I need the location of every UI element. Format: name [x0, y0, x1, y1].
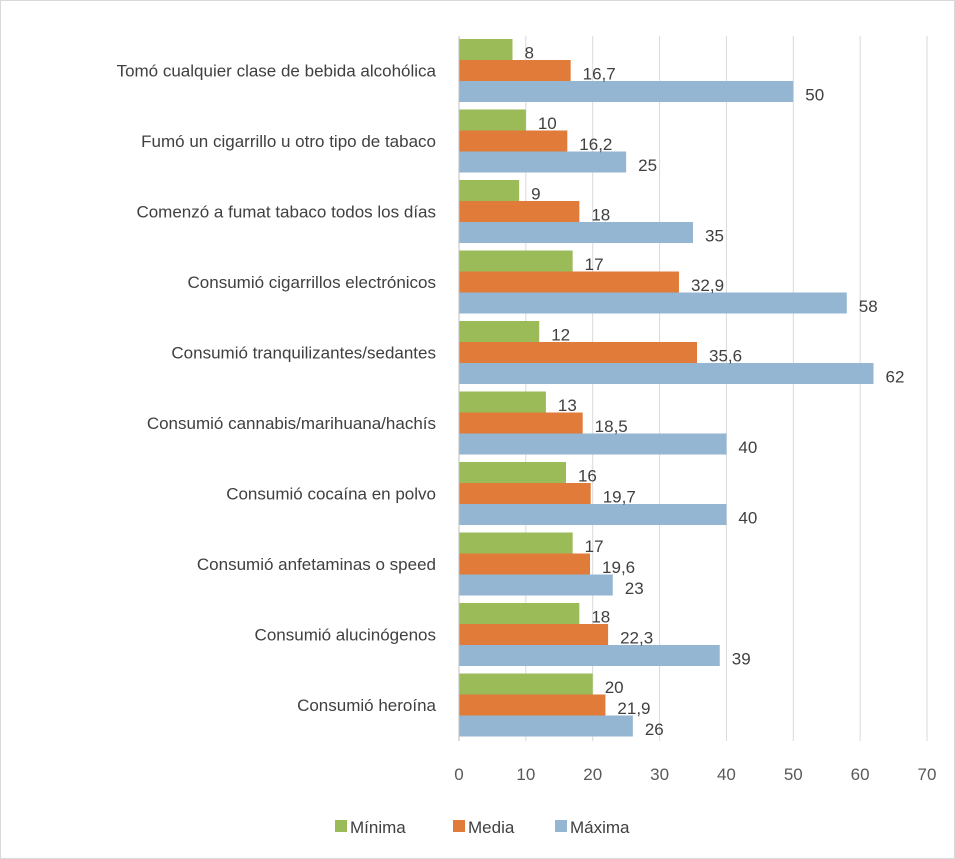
- bar-máxima: [459, 645, 720, 666]
- data-label: 35: [705, 227, 724, 246]
- data-label: 16,7: [583, 65, 616, 84]
- data-label: 9: [531, 185, 540, 204]
- data-label: 22,3: [620, 629, 653, 648]
- data-label: 58: [859, 297, 878, 316]
- bar-media: [459, 694, 606, 716]
- bar-mínima: [459, 462, 566, 483]
- data-label: 16: [578, 467, 597, 486]
- category-label: Consumió alucinógenos: [255, 626, 436, 645]
- x-tick-label: 40: [717, 765, 736, 784]
- bar-mínima: [459, 180, 520, 201]
- data-label: 40: [738, 438, 757, 457]
- data-label: 23: [625, 579, 644, 598]
- data-label: 26: [645, 720, 664, 739]
- category-label: Tomó cualquier clase de bebida alcohólic…: [117, 62, 437, 81]
- legend-swatch: [555, 820, 567, 832]
- bar-mínima: [459, 250, 573, 272]
- data-label: 12: [551, 326, 570, 345]
- bars: [459, 39, 874, 737]
- bar-mínima: [459, 391, 546, 413]
- bar-máxima: [459, 574, 613, 596]
- bar-máxima: [459, 292, 847, 314]
- x-tick-label: 10: [516, 765, 535, 784]
- x-tick-label: 70: [918, 765, 937, 784]
- legend-label: Media: [468, 818, 515, 837]
- data-label: 18: [591, 608, 610, 627]
- category-label: Fumó un cigarrillo u otro tipo de tabaco: [141, 132, 436, 151]
- data-label: 32,9: [691, 276, 724, 295]
- legend-swatch: [335, 820, 347, 832]
- labels: Tomó cualquier clase de bebida alcohólic…: [117, 44, 905, 740]
- bar-mínima: [459, 532, 573, 554]
- category-label: Consumió tranquilizantes/sedantes: [171, 344, 436, 363]
- bar-máxima: [459, 715, 633, 737]
- data-label: 16,2: [579, 135, 612, 154]
- bar-media: [459, 60, 571, 81]
- data-label: 8: [524, 44, 533, 63]
- x-tick-label: 60: [851, 765, 870, 784]
- data-label: 18,5: [595, 417, 628, 436]
- bar-media: [459, 624, 609, 645]
- category-label: Consumió cocaína en polvo: [226, 485, 436, 504]
- data-label: 19,7: [603, 488, 636, 507]
- bar-máxima: [459, 363, 874, 384]
- data-label: 17: [585, 255, 604, 274]
- data-label: 25: [638, 156, 657, 175]
- x-tick-label: 20: [583, 765, 602, 784]
- x-tick-label: 50: [784, 765, 803, 784]
- legend: Mínima Media Máxima: [335, 818, 630, 837]
- bar-media: [459, 130, 568, 152]
- legend-swatch: [453, 820, 465, 832]
- data-label: 19,6: [602, 558, 635, 577]
- category-label: Consumió cigarrillos electrónicos: [188, 273, 436, 292]
- data-label: 13: [558, 396, 577, 415]
- data-label: 18: [591, 206, 610, 225]
- data-label: 50: [805, 86, 824, 105]
- bar-máxima: [459, 151, 627, 173]
- bar-mínima: [459, 109, 526, 131]
- bar-media: [459, 553, 591, 575]
- category-label: Consumió cannabis/marihuana/hachís: [147, 414, 436, 433]
- legend-label: Máxima: [570, 818, 630, 837]
- bar-media: [459, 412, 583, 434]
- category-label: Comenzó a fumat tabaco todos los días: [136, 203, 436, 222]
- axes: 0 10 20 30 40 50 60 70: [454, 36, 936, 784]
- bar-máxima: [459, 81, 794, 102]
- data-label: 40: [738, 509, 757, 528]
- data-label: 17: [585, 537, 604, 556]
- bar-media: [459, 342, 698, 363]
- bar-máxima: [459, 504, 727, 525]
- bar-máxima: [459, 433, 727, 455]
- data-label: 21,9: [617, 699, 650, 718]
- bar-máxima: [459, 222, 693, 243]
- data-label: 62: [886, 368, 905, 387]
- category-label: Consumió anfetaminas o speed: [197, 555, 436, 574]
- legend-label: Mínima: [350, 818, 406, 837]
- bar-mínima: [459, 603, 580, 624]
- bar-mínima: [459, 673, 593, 695]
- bar-media: [459, 201, 580, 222]
- data-label: 39: [732, 650, 751, 669]
- data-label: 20: [605, 678, 624, 697]
- data-label: 10: [538, 114, 557, 133]
- bar-media: [459, 271, 679, 293]
- bar-mínima: [459, 321, 540, 342]
- x-tick-label: 30: [650, 765, 669, 784]
- bar-mínima: [459, 39, 513, 60]
- bar-media: [459, 483, 591, 504]
- category-label: Consumió heroína: [297, 696, 436, 715]
- x-tick-label: 0: [454, 765, 463, 784]
- data-label: 35,6: [709, 347, 742, 366]
